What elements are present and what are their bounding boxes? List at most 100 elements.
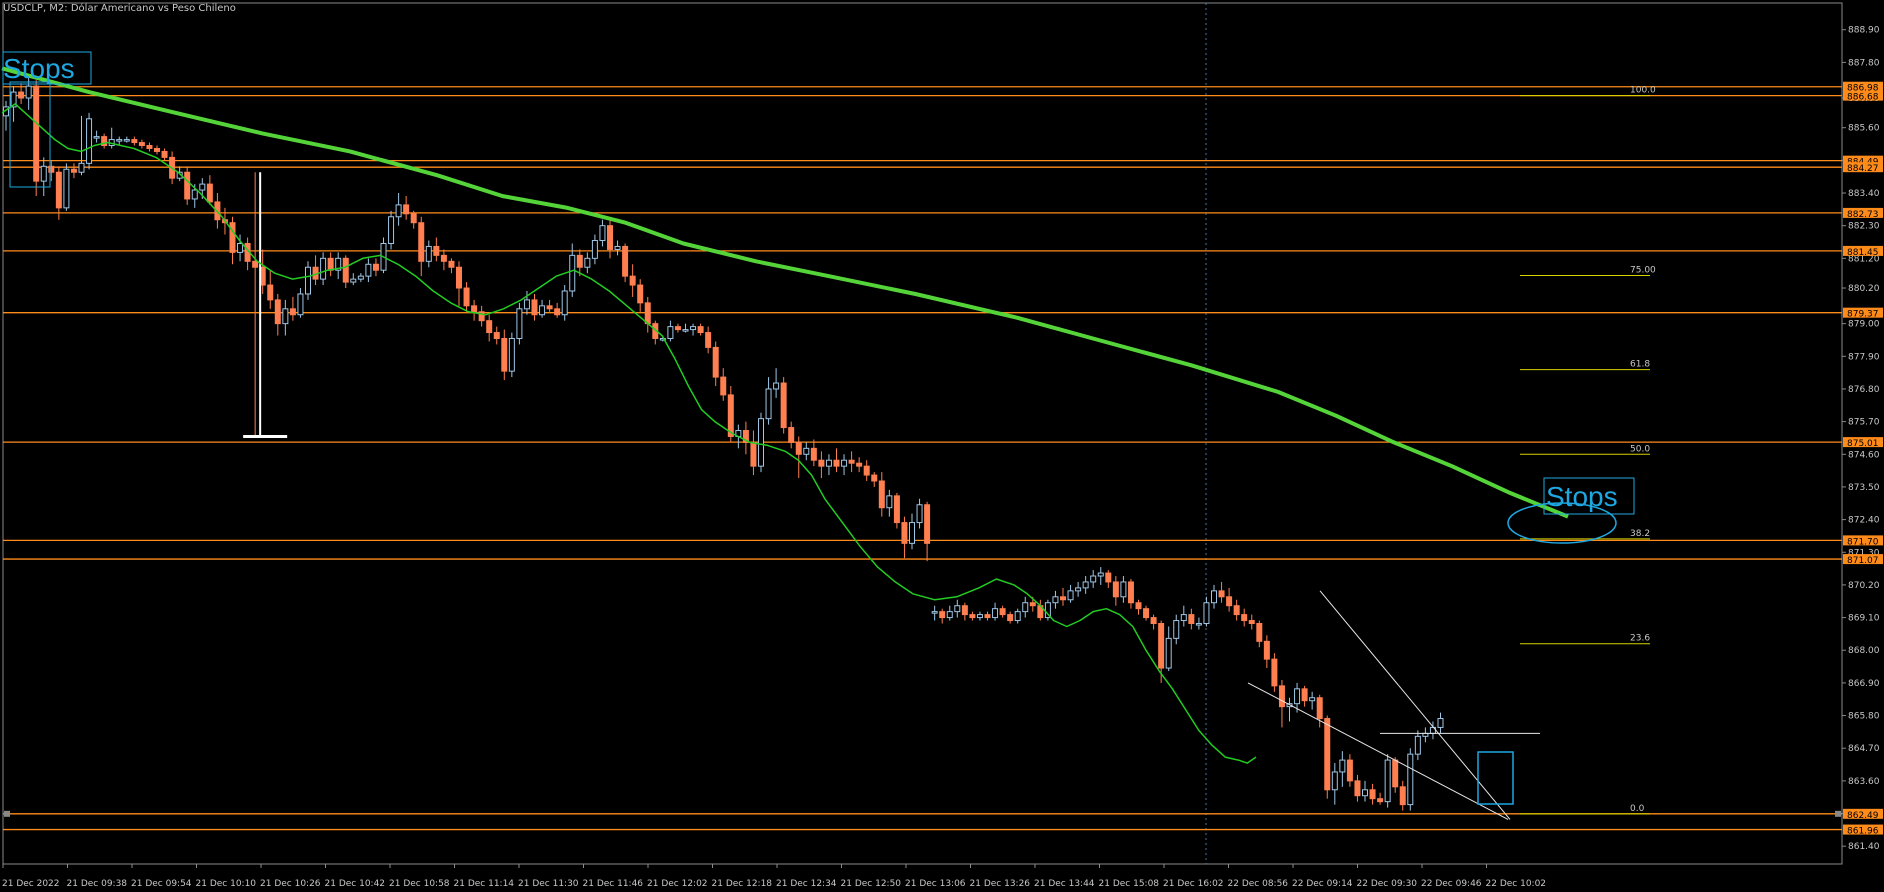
candle <box>33 80 40 196</box>
candle-body <box>365 263 372 277</box>
candle <box>931 605 938 621</box>
candle <box>448 258 455 274</box>
candle-body <box>433 245 440 256</box>
candle-body <box>599 225 606 242</box>
candle-body <box>508 337 515 372</box>
level-anchor-marker <box>1835 810 1841 817</box>
candle-body <box>999 608 1006 616</box>
y-tick-label: 880.20 <box>1848 284 1880 294</box>
candle-body <box>1248 620 1255 625</box>
candle-body <box>773 382 780 390</box>
candle <box>984 611 991 621</box>
level-tag-label: 882.73 <box>1847 210 1879 220</box>
candle <box>1203 596 1210 627</box>
y-tick-label: 870.20 <box>1848 581 1880 591</box>
level-price-tag: 871.07 <box>1843 554 1883 566</box>
candle <box>161 148 168 161</box>
candle-body <box>954 605 961 613</box>
candle-body <box>712 346 719 378</box>
x-tick-label: 21 Dec 13:26 <box>970 879 1031 889</box>
candle-body <box>810 447 817 461</box>
candle <box>1392 757 1399 793</box>
candle <box>501 329 508 381</box>
candle-body <box>86 118 93 164</box>
candle-body <box>342 257 349 283</box>
candle <box>939 608 946 624</box>
candle-body <box>554 308 561 316</box>
level-tag-box <box>1843 207 1883 218</box>
candle-body <box>871 474 878 482</box>
level-anchor-marker <box>4 810 10 817</box>
level-tag-label: 886.98 <box>1847 84 1879 94</box>
candle <box>674 323 681 333</box>
x-tick-label: 21 Dec 15:08 <box>1099 879 1160 889</box>
candle-body <box>901 522 908 544</box>
candle <box>63 163 70 211</box>
stops-annotation-top: Stops <box>2 51 92 188</box>
candle-body <box>184 171 191 200</box>
candle-body <box>456 266 462 289</box>
candle <box>1105 570 1112 588</box>
candle <box>1180 605 1187 627</box>
candle-body <box>123 139 130 142</box>
candle <box>138 139 145 149</box>
candle <box>1165 626 1172 672</box>
candle <box>1188 608 1195 630</box>
level-tag-box <box>1843 824 1883 835</box>
candle-body <box>1090 575 1097 583</box>
level-price-tag: 879.37 <box>1843 307 1883 320</box>
candle <box>1414 730 1421 761</box>
candle <box>433 237 440 262</box>
stops-box <box>1543 477 1635 515</box>
candle-body <box>1127 581 1134 604</box>
candle-body <box>1143 608 1150 619</box>
fib-level-label: 50.0 <box>1630 444 1650 454</box>
candle <box>629 264 636 297</box>
candle-body <box>614 245 621 250</box>
candle-body <box>946 611 953 619</box>
candle-body <box>70 168 77 173</box>
candle <box>508 332 515 378</box>
y-tick-label: 868.00 <box>1848 646 1880 656</box>
level-tag-label: 871.07 <box>1847 556 1879 566</box>
candle <box>1097 567 1104 585</box>
candle <box>1233 599 1240 621</box>
candle-body <box>591 240 598 259</box>
candle <box>614 240 621 256</box>
candle <box>720 368 727 401</box>
candle <box>1309 691 1316 710</box>
candle-body <box>886 495 893 509</box>
fast-moving-average <box>1 103 1257 764</box>
candle <box>93 130 100 143</box>
candle-body <box>18 91 25 99</box>
candle <box>1044 599 1051 621</box>
candle-body <box>795 441 802 455</box>
x-tick-label: 21 Dec 13:44 <box>1034 879 1095 889</box>
candle-body <box>931 611 938 614</box>
candle-body <box>1158 623 1165 669</box>
level-tag-box <box>1843 81 1883 92</box>
candle <box>1399 780 1406 811</box>
candle <box>342 255 349 289</box>
candle <box>705 326 712 354</box>
candle <box>1354 774 1361 802</box>
candle <box>1060 587 1066 606</box>
candle <box>758 412 764 473</box>
candle <box>1127 578 1134 609</box>
candle-body <box>138 142 145 147</box>
y-tick-label: 888.90 <box>1848 26 1880 36</box>
candle <box>1022 596 1029 618</box>
candle <box>886 489 893 517</box>
x-tick-label: 21 Dec 11:46 <box>583 879 644 889</box>
candle-body <box>939 611 946 619</box>
level-price-tag: 881.45 <box>1843 245 1883 258</box>
candle-body <box>395 204 402 218</box>
level-tag-label: 875.01 <box>1847 439 1879 449</box>
candle <box>712 341 719 386</box>
y-tick-label: 882.30 <box>1848 222 1880 232</box>
candle <box>108 127 115 149</box>
candle <box>1346 754 1353 787</box>
candle <box>1384 754 1391 808</box>
